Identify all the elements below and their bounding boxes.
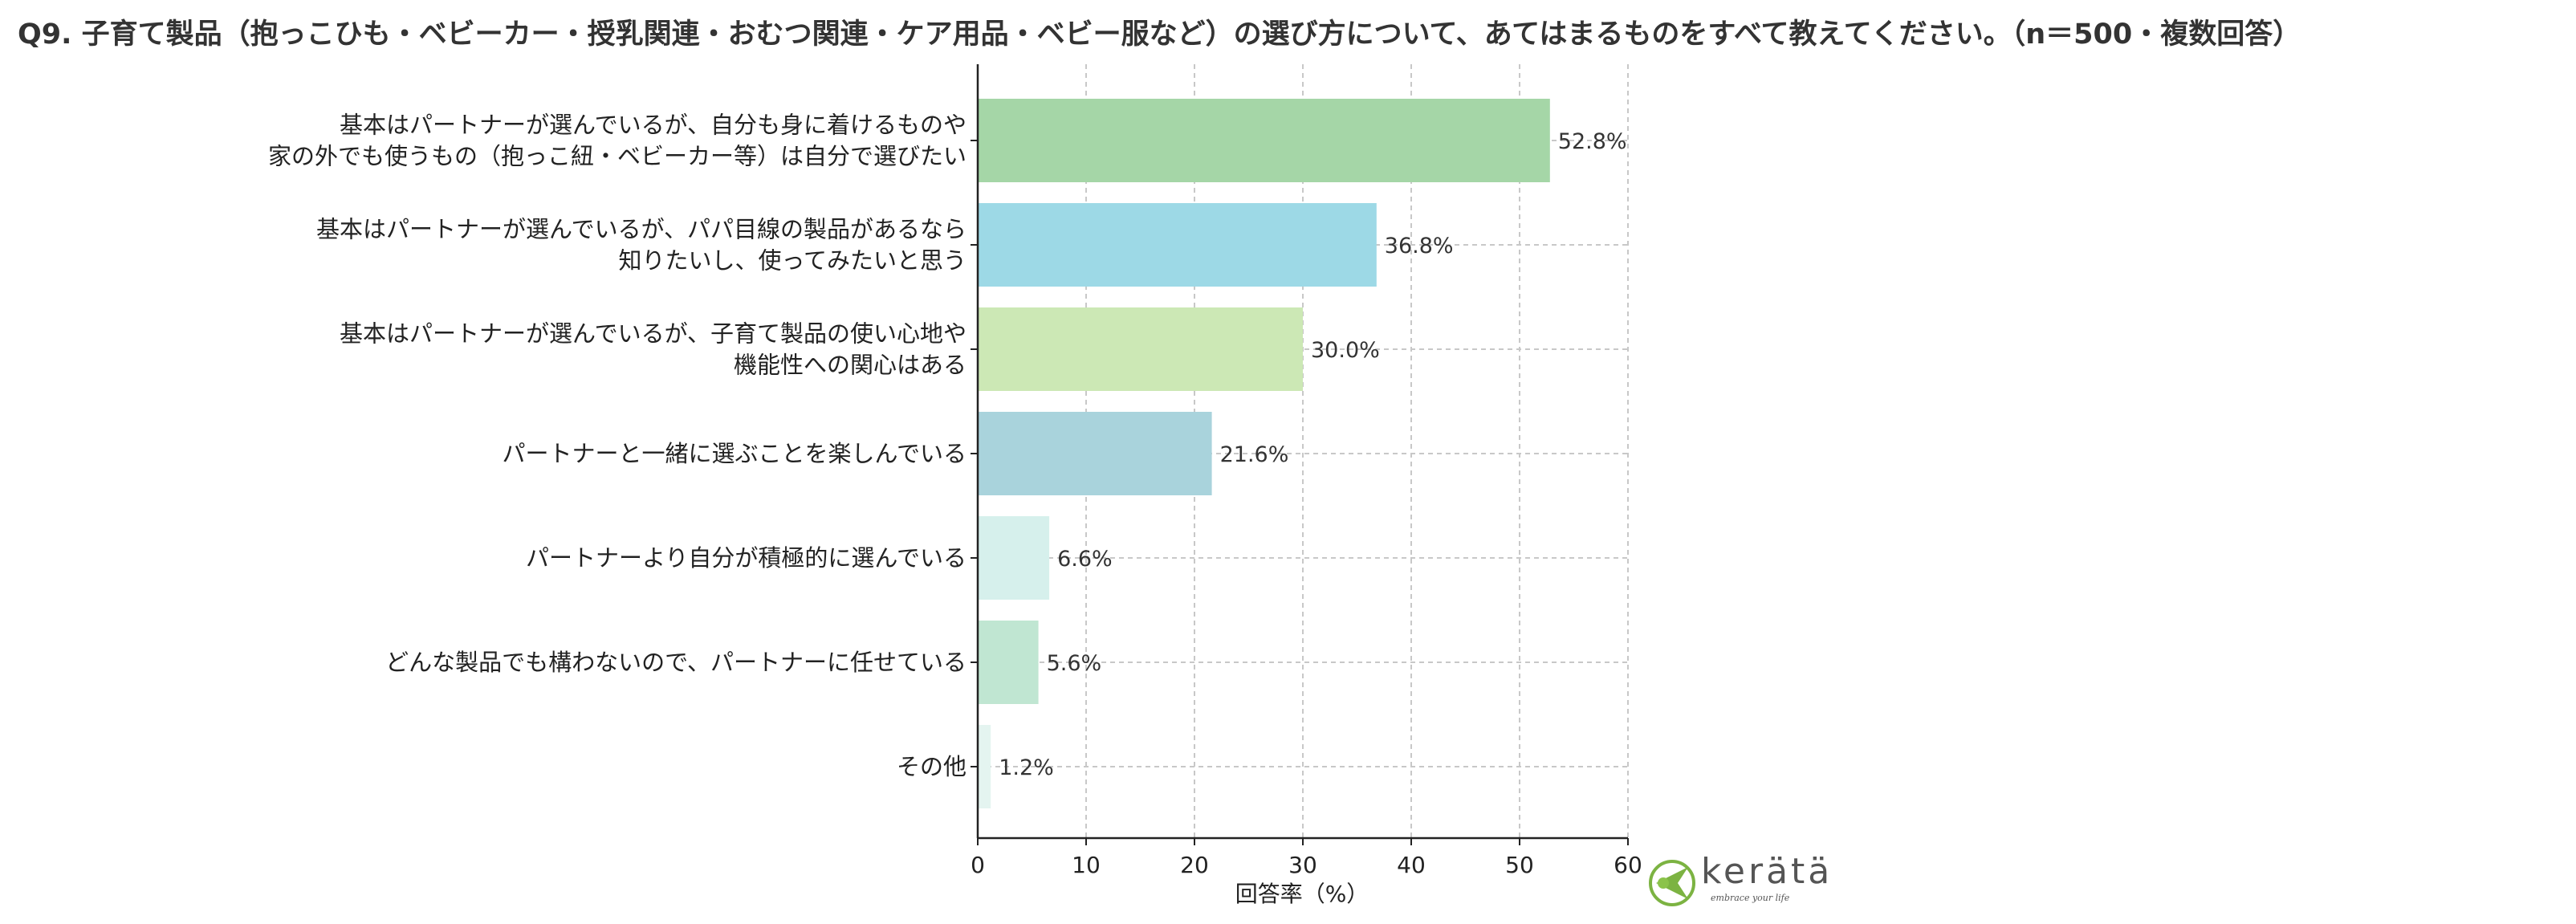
bar bbox=[978, 99, 1550, 182]
bar bbox=[978, 621, 1039, 704]
bar-value-label: 21.6% bbox=[1220, 442, 1289, 467]
category-label: パートナーより自分が積極的に選んでいる bbox=[526, 544, 967, 572]
category-label: 基本はパートナーが選んでいるが、子育て製品の使い心地や機能性への関心はある bbox=[340, 320, 967, 379]
bar-value-label: 6.6% bbox=[1057, 547, 1113, 572]
bar-value-label: 36.8% bbox=[1385, 234, 1454, 258]
category-label: その他 bbox=[897, 753, 967, 780]
logo-text: kerätä bbox=[1701, 851, 1833, 892]
bar bbox=[978, 307, 1303, 391]
x-tick-label: 20 bbox=[1180, 852, 1209, 878]
category-label: 基本はパートナーが選んでいるが、自分も身に着けるものや家の外でも使うもの（抱っこ… bbox=[268, 112, 967, 170]
x-tick-label: 10 bbox=[1072, 852, 1101, 878]
x-axis-title: 回答率（%） bbox=[1235, 881, 1369, 907]
bar-value-label: 5.6% bbox=[1047, 651, 1102, 676]
category-label: どんな製品でも構わないので、パートナーに任せている bbox=[385, 649, 967, 676]
bar bbox=[978, 412, 1212, 495]
x-tick-label: 0 bbox=[971, 852, 985, 878]
bar bbox=[978, 203, 1377, 287]
x-tick-label: 40 bbox=[1397, 852, 1426, 878]
category-label: パートナーと一緒に選ぶことを楽しんでいる bbox=[502, 440, 967, 467]
bar bbox=[978, 725, 991, 808]
kerata-logo: kerätä embrace your life bbox=[1649, 851, 1833, 906]
bar-value-label: 52.8% bbox=[1558, 129, 1627, 154]
bar-value-label: 30.0% bbox=[1311, 338, 1380, 363]
leaf-logo-icon bbox=[1649, 860, 1695, 906]
x-tick-label: 50 bbox=[1505, 852, 1534, 878]
axes: 0 10 20 30 40 50 60 bbox=[971, 64, 1642, 878]
bars bbox=[978, 99, 1550, 808]
category-labels: 52.8% 基本はパートナーが選んでいるが、自分も身に着けるものや家の外でも使うも… bbox=[268, 112, 1627, 781]
x-tick-label: 60 bbox=[1614, 852, 1642, 878]
x-tick-label: 30 bbox=[1288, 852, 1317, 878]
bar-value-label: 1.2% bbox=[999, 755, 1054, 780]
chart-title: Q9. 子育て製品（抱っこひも・ベビーカー・授乳関連・おむつ関連・ケア用品・ベビ… bbox=[18, 18, 2301, 51]
category-label: 基本はパートナーが選んでいるが、パパ目線の製品があるなら知りたいし、使ってみたい… bbox=[316, 216, 967, 275]
logo-tagline: embrace your life bbox=[1711, 893, 1790, 903]
bar bbox=[978, 516, 1050, 600]
